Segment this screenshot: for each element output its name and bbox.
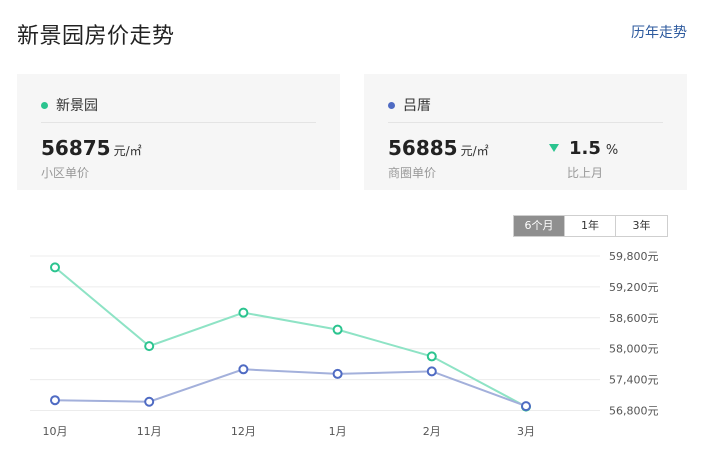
series-2-point [238, 364, 249, 375]
series-1-point [238, 307, 249, 318]
y-tick-label: 58,600元 [609, 312, 659, 325]
month-change-unit: % [605, 143, 619, 158]
x-tick-label: 10月 [43, 425, 68, 438]
y-tick-label: 59,200元 [609, 281, 659, 294]
y-tick-label: 59,800元 [609, 250, 659, 263]
district-price-unit: 元/㎡ [460, 144, 489, 158]
district-dot-icon [388, 101, 395, 109]
community-price-label: 小区单价 [41, 166, 90, 180]
series-1-point [144, 341, 155, 352]
card-header: 新景园 [41, 88, 316, 123]
series-2-point [426, 366, 437, 377]
x-tick-label: 12月 [231, 425, 256, 438]
district-price-card: 吕厝 56885 元/㎡ 商圈单价 1.5 % 比上月 [364, 74, 687, 190]
series-2-point [521, 401, 531, 412]
community-price-unit: 元/㎡ [113, 144, 142, 158]
community-price-value: 56875 [41, 136, 111, 160]
community-name: 新景园 [56, 98, 98, 114]
x-tick-label: 2月 [423, 425, 441, 438]
series-2-point [332, 368, 343, 379]
district-price-label: 商圈单价 [388, 166, 437, 180]
x-tick-label: 1月 [329, 425, 347, 438]
y-tick-label: 58,000元 [609, 343, 659, 356]
series-1-point [332, 324, 343, 335]
district-price-value: 56885 [388, 136, 458, 160]
price-trend-chart: 59,800元 59,200元 58,600元 58,000元 57,400元 56,80… [30, 250, 659, 438]
series-1-point [50, 262, 60, 273]
page-title: 新景园房价走势 [17, 24, 175, 49]
x-tick-label: 11月 [137, 425, 162, 438]
community-dot-icon [41, 101, 48, 109]
series-1-point [426, 351, 437, 362]
community-price-card: 新景园 56875 元/㎡ 小区单价 [17, 74, 340, 190]
month-change-value: 1.5 [569, 138, 601, 159]
month-change-label: 比上月 [567, 166, 604, 180]
series-2-point [144, 396, 155, 407]
down-arrow-icon [549, 144, 559, 152]
district-price: 56885 元/㎡ [388, 136, 489, 160]
tab-1-year[interactable]: 1年 [564, 216, 615, 236]
x-tick-label: 3月 [517, 425, 535, 438]
range-tabs: 6个月 1年 3年 [513, 215, 668, 237]
series-line-1 [54, 266, 527, 408]
history-trend-link[interactable]: 历年走势 [631, 25, 687, 41]
series-2-point [50, 395, 60, 406]
series-line-2 [54, 368, 527, 408]
card-header: 吕厝 [388, 88, 663, 123]
y-tick-label: 56,800元 [609, 404, 659, 417]
tab-3-years[interactable]: 3年 [615, 216, 667, 236]
community-price: 56875 元/㎡ [41, 136, 142, 160]
district-name: 吕厝 [403, 98, 431, 114]
tab-6-months[interactable]: 6个月 [514, 216, 564, 236]
month-change: 1.5 % [549, 138, 618, 159]
y-tick-label: 57,400元 [609, 374, 659, 387]
